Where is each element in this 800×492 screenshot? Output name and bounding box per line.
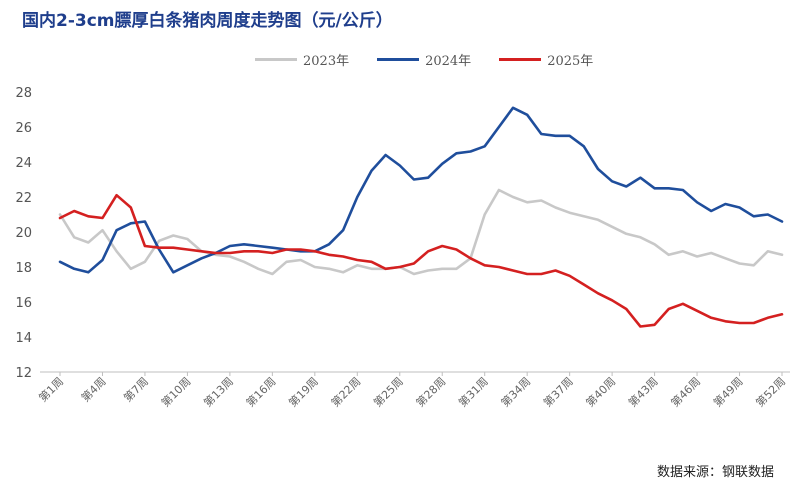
- x-tick-label: 第4周: [78, 374, 108, 404]
- series-line-2025: [58, 193, 784, 328]
- legend: 2023年 2024年 2025年: [255, 50, 593, 69]
- legend-label-2025: 2025年: [547, 54, 594, 69]
- x-tick-label: 第7周: [121, 374, 151, 404]
- x-tick-label: 第46周: [668, 374, 703, 409]
- x-tick-label: 第16周: [243, 374, 278, 409]
- series-line-2023: [58, 188, 784, 276]
- y-tick-label: 18: [15, 261, 32, 276]
- legend-item-2025: 2025年: [499, 50, 593, 69]
- y-tick-label: 28: [15, 86, 32, 101]
- x-tick-label: 第40周: [583, 374, 618, 409]
- legend-label-2023: 2023年: [303, 54, 350, 69]
- legend-item-2023: 2023年: [255, 50, 349, 69]
- legend-item-2024: 2024年: [377, 50, 471, 69]
- x-tick-label: 第10周: [158, 374, 193, 409]
- chart-title: 国内2-3cm膘厚白条猪肉周度走势图（元/公斤）: [22, 11, 393, 31]
- x-tick-label: 第43周: [625, 374, 660, 409]
- y-tick-label: 14: [15, 331, 32, 346]
- y-tick-label: 26: [15, 121, 32, 136]
- x-tick-label: 第19周: [286, 374, 321, 409]
- x-tick-label: 第34周: [498, 374, 533, 409]
- series-line-2024: [58, 106, 784, 274]
- legend-swatch-2025: [499, 58, 542, 61]
- x-tick-label: 第25周: [371, 374, 406, 409]
- y-tick-label: 20: [15, 226, 32, 241]
- x-tick-label: 第31周: [455, 374, 490, 409]
- y-tick-label: 16: [15, 296, 32, 311]
- x-tick-label: 第28周: [413, 374, 448, 409]
- y-tick-label: 12: [15, 366, 32, 381]
- y-tick-label: 24: [15, 156, 32, 171]
- data-source: 数据来源：钢联数据: [656, 465, 774, 480]
- x-tick-label: 第37周: [540, 374, 575, 409]
- legend-swatch-2024: [377, 58, 420, 61]
- legend-label-2024: 2024年: [425, 54, 472, 69]
- legend-swatch-2023: [255, 58, 297, 61]
- x-tick-label: 第52周: [753, 374, 788, 409]
- x-tick-label: 第49周: [710, 374, 745, 409]
- x-tick-label: 第13周: [201, 374, 236, 409]
- x-tick-label: 第1周: [36, 374, 66, 404]
- y-tick-label: 22: [15, 191, 32, 206]
- x-tick-label: 第22周: [328, 374, 363, 409]
